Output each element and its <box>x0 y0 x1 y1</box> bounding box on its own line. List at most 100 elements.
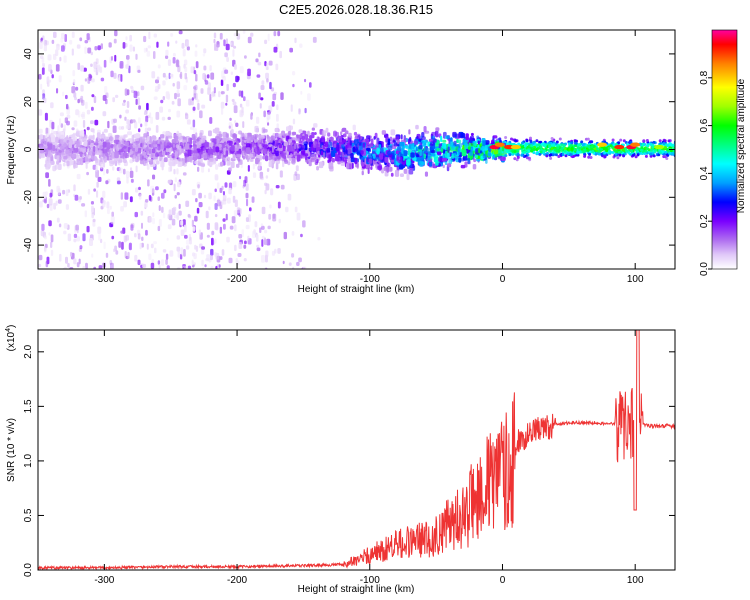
spectrogram-cell <box>57 199 62 204</box>
spectrogram-cell <box>226 236 230 243</box>
spectrogram-cell <box>182 158 185 166</box>
spectrogram-cell <box>529 136 532 140</box>
spectrogram-cell <box>160 99 164 104</box>
spectrogram-cell <box>226 57 229 62</box>
spectrogram-cell <box>387 145 393 151</box>
spectrogram-cell <box>97 45 101 51</box>
spectrogram-cell <box>622 139 626 143</box>
spectrogram-cell <box>326 147 331 153</box>
spectrogram-cell <box>168 135 173 139</box>
spectrogram-cell <box>82 233 86 242</box>
spectrogram-cell <box>669 149 673 153</box>
spectrogram-cell <box>45 269 48 277</box>
spectrogram-cell <box>97 137 100 142</box>
spectrogram-cell <box>187 265 192 269</box>
spectrogram-cell <box>272 213 277 222</box>
spectrogram-cell <box>57 188 61 196</box>
spectrogram-cell <box>296 154 301 162</box>
spectrogram-cell <box>442 158 447 162</box>
spectrogram-cell <box>213 38 216 44</box>
spectrogram-cell <box>138 117 141 124</box>
colorbar: 0.0 0.2 0.4 0.6 0.8 Normalized spectral ampl… <box>699 29 747 276</box>
spectrogram-cell <box>538 152 542 156</box>
spectrogram-cell <box>258 92 261 100</box>
spectrogram-cell <box>597 152 601 156</box>
x-tick-label: -100 <box>360 274 380 285</box>
spectrogram-cell <box>65 189 69 197</box>
spectrogram-cell <box>239 103 243 108</box>
spectrogram-cell <box>84 210 87 218</box>
spectrogram-cell <box>109 205 112 210</box>
spectrogram-cell <box>87 76 91 84</box>
spectrogram-cell <box>47 143 53 150</box>
spectrogram-cell <box>43 248 47 253</box>
spectrogram-cell <box>50 241 53 248</box>
spectrogram-cell <box>98 233 101 241</box>
spectrogram-cell <box>137 259 141 266</box>
spectrogram-cell <box>68 141 72 149</box>
spectrogram-cell <box>76 158 81 165</box>
spectrogram-cell <box>586 148 590 152</box>
spectrogram-cell <box>178 30 183 35</box>
spectrogram-cell <box>73 184 76 192</box>
spectrogram-cell <box>314 132 317 135</box>
spectrogram-cell <box>147 157 151 161</box>
spectrogram-cell <box>89 75 93 79</box>
spectrogram-cell <box>214 222 219 230</box>
spectrogram-cell <box>45 172 49 179</box>
spectrogram-cell <box>252 172 257 178</box>
spectrogram-cell <box>168 161 174 167</box>
spectrogram-cell <box>227 157 230 161</box>
spectrogram-cell <box>520 145 523 149</box>
colorbar-tick-label: 0.8 <box>699 70 710 84</box>
spectrogram-cell <box>221 143 226 149</box>
spectrogram-cell <box>71 31 75 38</box>
spectrogram-cell <box>167 59 171 66</box>
spectrogram-hotspot <box>510 144 521 150</box>
spectrogram-cell <box>148 194 152 201</box>
spectrogram-cell <box>42 62 45 67</box>
spectrogram-cell <box>272 93 277 101</box>
spectrogram-cell <box>470 132 474 136</box>
spectrogram-cell <box>66 114 71 119</box>
spectrogram-cell <box>302 220 306 228</box>
spectrogram-cell <box>83 140 88 147</box>
spectrogram-cell <box>644 154 648 158</box>
spectrogram-cell <box>605 153 609 157</box>
spectrogram-cell <box>118 141 121 148</box>
spectrogram-cell <box>38 254 43 261</box>
spectrogram-cell <box>142 144 148 148</box>
spectrogram-cell <box>56 88 59 94</box>
spectrogram-cell <box>165 75 168 81</box>
spectrogram-cell <box>569 153 573 156</box>
spectrogram-cell <box>371 151 376 155</box>
spectrogram-cell <box>658 151 662 155</box>
spectrogram-cell <box>67 157 72 161</box>
spectrogram-cell <box>51 136 55 141</box>
spectrogram-cell <box>103 59 107 68</box>
spectrogram-cell <box>232 133 237 139</box>
spectrogram-cell <box>100 43 103 50</box>
spectrogram-cell <box>41 67 45 75</box>
spectrogram-cell <box>641 142 645 146</box>
spectrogram-cell <box>274 132 279 139</box>
spectrogram-cell <box>56 46 60 51</box>
spectrogram-cell <box>81 111 86 120</box>
spectrogram-cell <box>71 86 76 94</box>
spectrogram-cell <box>611 151 615 154</box>
spectrogram-cell <box>163 189 167 194</box>
spectrogram-cell <box>129 170 134 178</box>
spectrogram-cell <box>387 151 392 155</box>
spectrogram-cell <box>165 259 168 265</box>
spectrogram-cell <box>40 83 43 90</box>
spectrogram-cell <box>280 92 284 100</box>
spectrogram-cell <box>141 236 144 241</box>
spectrogram-cell <box>215 146 220 153</box>
spectrogram-cell <box>247 157 250 162</box>
spectrogram-cell <box>390 158 395 163</box>
spectrogram-cell <box>356 150 360 155</box>
spectrogram-cell <box>247 235 250 241</box>
spectrogram-cell <box>556 146 560 150</box>
spectrogram-cell <box>90 51 93 56</box>
spectrogram-cell <box>63 223 68 229</box>
